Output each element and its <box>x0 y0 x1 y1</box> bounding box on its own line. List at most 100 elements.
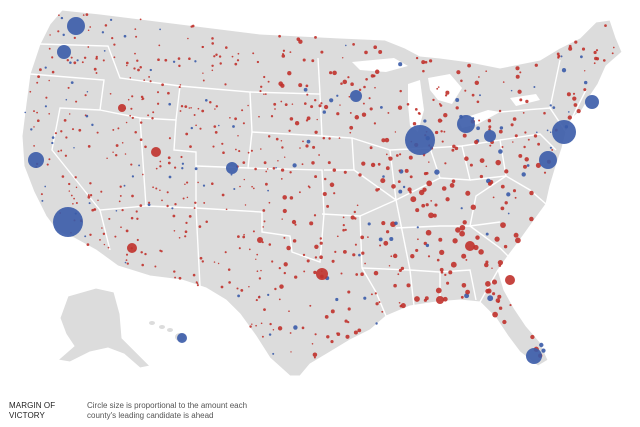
county-circle <box>157 58 160 62</box>
county-circle <box>414 296 420 302</box>
county-circle <box>331 259 335 263</box>
county-circle <box>161 83 164 87</box>
county-circle <box>148 201 151 204</box>
county-circle <box>381 138 386 143</box>
county-circle <box>58 14 60 17</box>
county-circle <box>370 162 376 168</box>
county-circle <box>242 235 246 239</box>
county-circle <box>144 252 147 256</box>
county-circle <box>238 247 241 250</box>
county-circle <box>323 177 327 181</box>
county-circle <box>442 296 448 302</box>
county-circle <box>244 204 247 206</box>
county-circle <box>115 144 119 147</box>
county-circle <box>434 169 440 175</box>
county-circle <box>268 243 272 246</box>
county-circle <box>306 259 310 263</box>
county-circle <box>506 192 511 197</box>
republican-circle <box>436 296 444 304</box>
county-circle <box>428 161 430 163</box>
county-circle <box>129 114 132 117</box>
county-circle <box>106 157 108 159</box>
county-circle <box>294 223 297 226</box>
county-circle <box>500 222 506 228</box>
county-circle <box>294 275 298 279</box>
county-circle <box>140 251 143 254</box>
county-circle <box>408 155 413 160</box>
county-circle <box>218 55 222 58</box>
county-circle <box>342 216 345 219</box>
county-circle <box>319 255 323 260</box>
county-circle <box>267 189 269 192</box>
county-circle <box>485 281 491 287</box>
county-circle <box>166 204 169 208</box>
county-circle <box>134 28 137 30</box>
county-circle <box>152 186 154 189</box>
legend: MARGIN OF VICTORY Circle size is proport… <box>9 401 309 425</box>
county-circle <box>344 228 347 232</box>
county-circle <box>382 175 385 178</box>
county-circle <box>293 325 298 330</box>
county-circle <box>436 87 439 90</box>
county-circle <box>265 182 268 186</box>
county-circle <box>148 75 151 78</box>
county-circle <box>373 45 378 50</box>
county-circle <box>347 76 350 79</box>
county-circle <box>342 249 347 254</box>
county-circle <box>426 180 433 187</box>
county-circle <box>65 136 68 139</box>
county-circle <box>94 208 96 211</box>
county-circle <box>342 228 345 232</box>
county-circle <box>352 43 355 46</box>
county-circle <box>327 161 331 165</box>
county-circle <box>211 69 214 72</box>
county-circle <box>194 201 197 205</box>
county-circle <box>262 226 265 228</box>
county-circle <box>272 328 275 331</box>
county-circle <box>543 111 546 115</box>
county-circle <box>393 283 397 288</box>
county-circle <box>288 129 291 132</box>
county-circle <box>464 89 467 92</box>
county-circle <box>284 103 288 107</box>
county-circle <box>87 46 90 48</box>
county-circle <box>326 204 330 208</box>
county-circle <box>252 52 255 55</box>
county-circle <box>299 147 301 149</box>
republican-circle <box>127 243 137 253</box>
county-circle <box>292 239 297 243</box>
county-circle <box>567 111 570 113</box>
county-circle <box>281 218 283 220</box>
county-circle <box>320 50 324 54</box>
county-circle <box>182 197 185 200</box>
county-circle <box>99 239 101 241</box>
county-circle <box>364 50 368 55</box>
county-circle <box>120 226 122 229</box>
county-circle <box>101 227 103 229</box>
county-circle <box>204 98 208 102</box>
county-circle <box>269 322 272 326</box>
county-circle <box>231 55 234 58</box>
county-circle <box>363 296 367 300</box>
county-circle <box>100 190 103 193</box>
county-circle <box>611 52 614 55</box>
county-circle <box>186 196 189 199</box>
county-circle <box>546 129 549 132</box>
county-circle <box>604 24 607 27</box>
county-circle <box>51 70 55 74</box>
county-circle <box>168 102 172 106</box>
county-circle <box>529 216 534 222</box>
county-circle <box>492 292 496 296</box>
county-circle <box>602 59 606 62</box>
county-circle <box>352 253 356 257</box>
county-circle <box>283 236 286 239</box>
county-circle <box>311 343 314 345</box>
county-circle <box>119 194 122 197</box>
county-circle <box>173 230 176 232</box>
county-circle <box>155 167 158 170</box>
county-circle <box>290 351 292 353</box>
county-circle <box>33 126 35 128</box>
county-circle <box>251 185 253 188</box>
county-circle <box>423 298 428 302</box>
county-circle <box>123 34 127 38</box>
